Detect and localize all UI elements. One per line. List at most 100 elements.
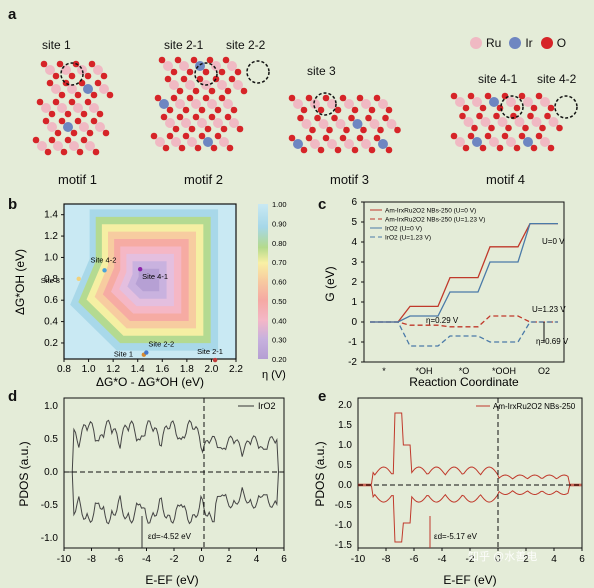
ru-atom: [318, 119, 329, 129]
e-spin-up-curve: [358, 412, 582, 485]
o-atom: [80, 136, 88, 144]
o-atom: [351, 106, 359, 114]
c-xtick-label: O2: [538, 366, 550, 376]
c-legend-entry: IrO2 (U=0 V): [385, 226, 422, 233]
d-xlabel: E-EF (eV): [145, 573, 198, 587]
o-atom: [158, 56, 166, 64]
d-xtick-label: 2: [226, 554, 232, 565]
o-atom: [90, 91, 98, 99]
d-xtick-label: 0: [199, 554, 205, 565]
ru-atom: [41, 103, 51, 113]
d-spin-up-curve: [64, 419, 284, 473]
d-ytick-label: 0.0: [44, 467, 58, 478]
o-ball-icon: [540, 37, 553, 49]
ru-atom: [310, 99, 320, 109]
ir-atom: [159, 99, 169, 109]
o-atom: [450, 92, 458, 100]
o-atom: [176, 87, 184, 95]
o-atom: [106, 91, 114, 99]
ru-atom: [197, 118, 207, 128]
ru-atom: [165, 118, 175, 128]
ru-atom: [489, 137, 499, 147]
ru-atom: [506, 137, 516, 147]
d-xtick-label: -10: [57, 554, 72, 565]
o-atom: [198, 132, 206, 140]
e-ytick-label: 1.0: [338, 440, 352, 451]
o-atom: [42, 117, 50, 125]
o-atom: [80, 110, 88, 118]
o-atom: [300, 106, 308, 114]
watermark: 知乎 @水善电: [468, 551, 538, 563]
o-atom: [493, 112, 500, 120]
b-xtick-label: 1.4: [131, 364, 145, 375]
ru-atom: [179, 61, 189, 71]
ru-atom: [480, 117, 491, 127]
o-atom: [288, 134, 296, 142]
o-atom: [288, 94, 296, 102]
e-ylabel: PDOS (a.u.): [313, 441, 327, 506]
ru-atom: [51, 84, 61, 94]
c-legend-entry: Am-IrxRu2O2 NBs-250 (U=1.23 V): [385, 217, 485, 224]
o-atom: [530, 104, 538, 112]
ru-atom: [45, 65, 55, 75]
ru-atom: [67, 84, 77, 94]
e-xtick-label: -10: [351, 554, 366, 565]
motif-2-label: motif 2: [184, 172, 224, 187]
o-atom: [348, 114, 355, 122]
b-point-label: Site 2-2: [148, 340, 174, 349]
o-atom: [360, 126, 367, 134]
cbar-tick-label: 0.30: [272, 336, 287, 345]
b-xtick-label: 1.0: [82, 364, 96, 375]
o-atom: [52, 72, 60, 80]
o-atom: [64, 136, 72, 144]
ru-atom: [53, 141, 63, 151]
contour-map: [64, 204, 236, 359]
series-iro2-u0: [370, 222, 558, 323]
o-atom: [56, 60, 64, 68]
b-data-point: [137, 267, 143, 272]
ru-atom: [99, 84, 109, 94]
colorbar: [258, 204, 268, 359]
o-atom: [484, 92, 492, 100]
e-xlabel: E-EF (eV): [443, 573, 496, 587]
o-atom: [210, 144, 218, 152]
motif-4-label: motif 4: [486, 172, 526, 187]
cbar-tick-label: 0.70: [272, 258, 287, 267]
o-atom: [186, 94, 194, 102]
o-atom: [214, 132, 222, 140]
o-atom: [86, 129, 94, 137]
d-xtick-label: -4: [142, 554, 151, 565]
ru-atom: [378, 99, 388, 109]
panel-b-label: b: [8, 196, 18, 213]
d-annotation: εd=-4.52 eV: [148, 532, 192, 541]
ru-atom: [227, 61, 237, 71]
ru-atom: [344, 99, 354, 109]
ru-atom: [472, 97, 482, 107]
o-atom: [94, 79, 102, 87]
o-atom: [530, 144, 538, 152]
o-atom: [222, 56, 230, 64]
eta2-annotation: η=0.69 V: [536, 337, 569, 346]
ru-atom: [463, 117, 474, 127]
site-3-label: site 3: [307, 64, 336, 78]
o-atom: [365, 114, 372, 122]
o-atom: [84, 98, 92, 106]
b-ytick-label: 0.6: [44, 295, 58, 306]
c-legend: Am-IrxRu2O2 NBs-250 (U=0 V) Am-IrxRu2O2 N…: [370, 208, 485, 242]
c-xtick-label: *: [382, 366, 386, 376]
o-atom: [154, 94, 162, 102]
ru-atom: [327, 139, 337, 149]
e-legend: Am-IrxRu2O2 NBs-250: [493, 402, 576, 411]
e-ytick-label: -0.5: [335, 500, 353, 511]
o-atom: [462, 104, 470, 112]
ru-atom: [361, 99, 371, 109]
o-atom: [236, 125, 244, 133]
c-xtick-label: *OOH: [492, 366, 516, 376]
o-atom: [32, 136, 40, 144]
o-atom: [394, 126, 401, 134]
ru-atom: [217, 80, 227, 90]
site-4-1-label: site 4-1: [478, 72, 518, 86]
legend-ir: Ir: [525, 36, 533, 50]
o-atom: [58, 91, 66, 99]
o-atom: [300, 146, 308, 154]
